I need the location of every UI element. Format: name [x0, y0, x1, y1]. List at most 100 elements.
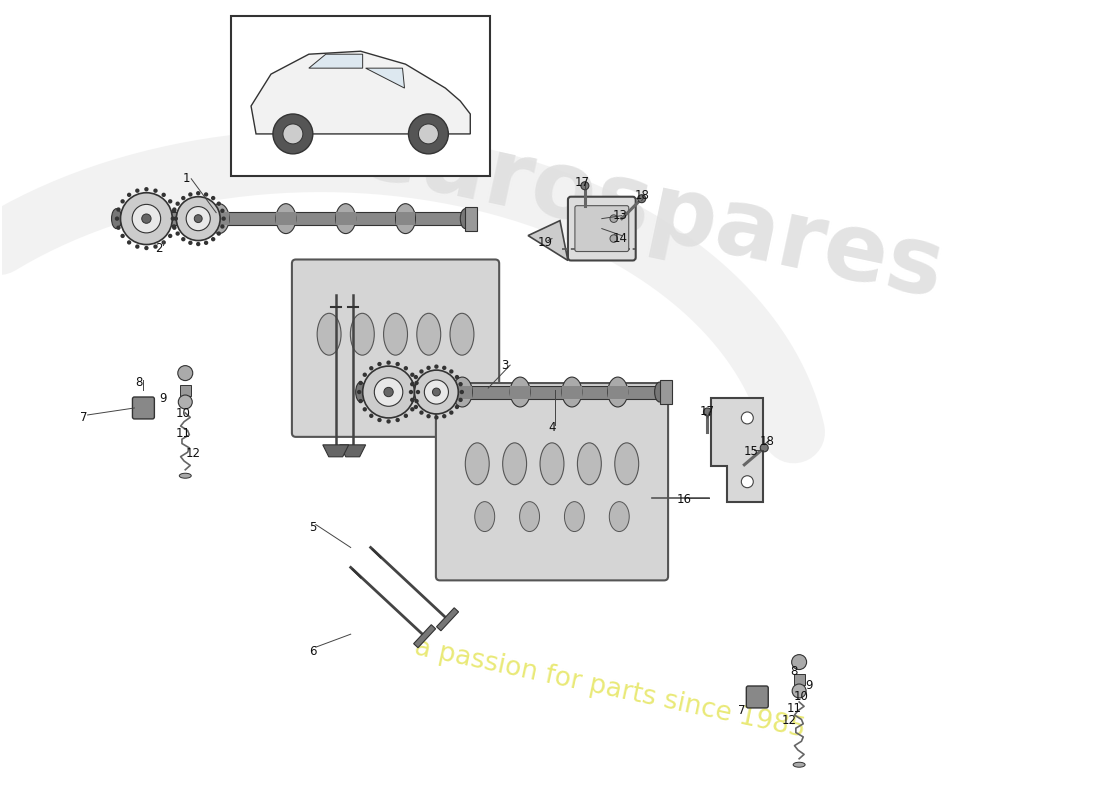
Circle shape [404, 414, 408, 418]
Circle shape [126, 240, 131, 245]
FancyBboxPatch shape [575, 206, 629, 251]
Circle shape [363, 373, 367, 377]
FancyBboxPatch shape [746, 686, 768, 708]
Ellipse shape [793, 762, 805, 767]
Circle shape [358, 390, 362, 394]
Circle shape [419, 370, 424, 374]
Circle shape [459, 382, 463, 386]
Text: 6: 6 [309, 645, 317, 658]
Circle shape [427, 414, 431, 418]
Circle shape [416, 390, 420, 394]
Ellipse shape [608, 377, 628, 407]
Ellipse shape [564, 502, 584, 531]
Circle shape [386, 361, 390, 365]
Circle shape [414, 405, 418, 409]
Text: 7: 7 [80, 411, 87, 425]
Ellipse shape [465, 443, 490, 485]
Circle shape [211, 237, 216, 242]
Bar [396, 386, 416, 398]
Polygon shape [322, 445, 349, 457]
Text: 11: 11 [176, 427, 190, 440]
Bar [794, 674, 804, 685]
Circle shape [126, 193, 131, 197]
Circle shape [410, 382, 415, 386]
Bar [465, 206, 477, 230]
Circle shape [454, 405, 459, 409]
Circle shape [188, 241, 192, 245]
Circle shape [196, 191, 200, 195]
Circle shape [283, 124, 302, 144]
Circle shape [410, 398, 415, 402]
Bar [562, 386, 582, 398]
Circle shape [434, 415, 439, 420]
Circle shape [195, 214, 202, 222]
Ellipse shape [609, 502, 629, 531]
Text: 13: 13 [613, 209, 627, 222]
Ellipse shape [503, 443, 527, 485]
Text: 5: 5 [309, 521, 317, 534]
Circle shape [153, 189, 157, 193]
Bar [361, 386, 660, 398]
Circle shape [741, 412, 754, 424]
Circle shape [610, 215, 617, 222]
Circle shape [135, 244, 140, 249]
Ellipse shape [510, 377, 530, 407]
Circle shape [449, 410, 453, 414]
Circle shape [459, 398, 463, 402]
Ellipse shape [475, 502, 495, 531]
Ellipse shape [654, 382, 664, 402]
Circle shape [174, 217, 178, 221]
Ellipse shape [452, 377, 472, 407]
Circle shape [741, 476, 754, 488]
Bar [660, 380, 672, 404]
Circle shape [418, 124, 439, 144]
Ellipse shape [460, 209, 471, 229]
Text: 4: 4 [548, 422, 556, 434]
Text: 9: 9 [160, 391, 167, 405]
Circle shape [410, 407, 415, 411]
Circle shape [434, 365, 439, 369]
Polygon shape [251, 51, 471, 134]
Circle shape [442, 366, 447, 370]
Circle shape [117, 207, 121, 212]
Circle shape [120, 199, 124, 203]
Circle shape [135, 189, 140, 193]
Circle shape [374, 378, 403, 406]
Circle shape [176, 231, 180, 236]
Circle shape [363, 407, 367, 411]
Bar [179, 385, 190, 395]
Circle shape [792, 684, 806, 698]
Bar [209, 212, 229, 225]
Circle shape [638, 194, 646, 202]
Circle shape [220, 209, 224, 213]
Circle shape [273, 114, 312, 154]
Ellipse shape [562, 377, 582, 407]
Text: 1: 1 [183, 172, 190, 186]
Polygon shape [340, 445, 365, 457]
Circle shape [176, 202, 180, 206]
Text: 10: 10 [794, 690, 808, 703]
Circle shape [460, 390, 464, 394]
Circle shape [142, 214, 151, 223]
Circle shape [204, 241, 208, 245]
Text: 8: 8 [791, 665, 798, 678]
Circle shape [454, 375, 459, 379]
Text: 7: 7 [738, 705, 745, 718]
Text: 17: 17 [574, 176, 590, 190]
Circle shape [204, 192, 208, 197]
Bar [276, 212, 296, 225]
Circle shape [581, 182, 589, 190]
Circle shape [792, 654, 806, 670]
Circle shape [170, 217, 175, 221]
Circle shape [178, 395, 192, 409]
Text: 18: 18 [635, 190, 649, 202]
Text: 18: 18 [760, 435, 774, 448]
Bar [117, 212, 465, 225]
Text: 19: 19 [538, 236, 552, 249]
Circle shape [182, 196, 186, 200]
Circle shape [221, 217, 226, 221]
Circle shape [415, 399, 419, 403]
Text: 12: 12 [186, 447, 200, 460]
Circle shape [377, 362, 382, 366]
Ellipse shape [351, 314, 374, 355]
